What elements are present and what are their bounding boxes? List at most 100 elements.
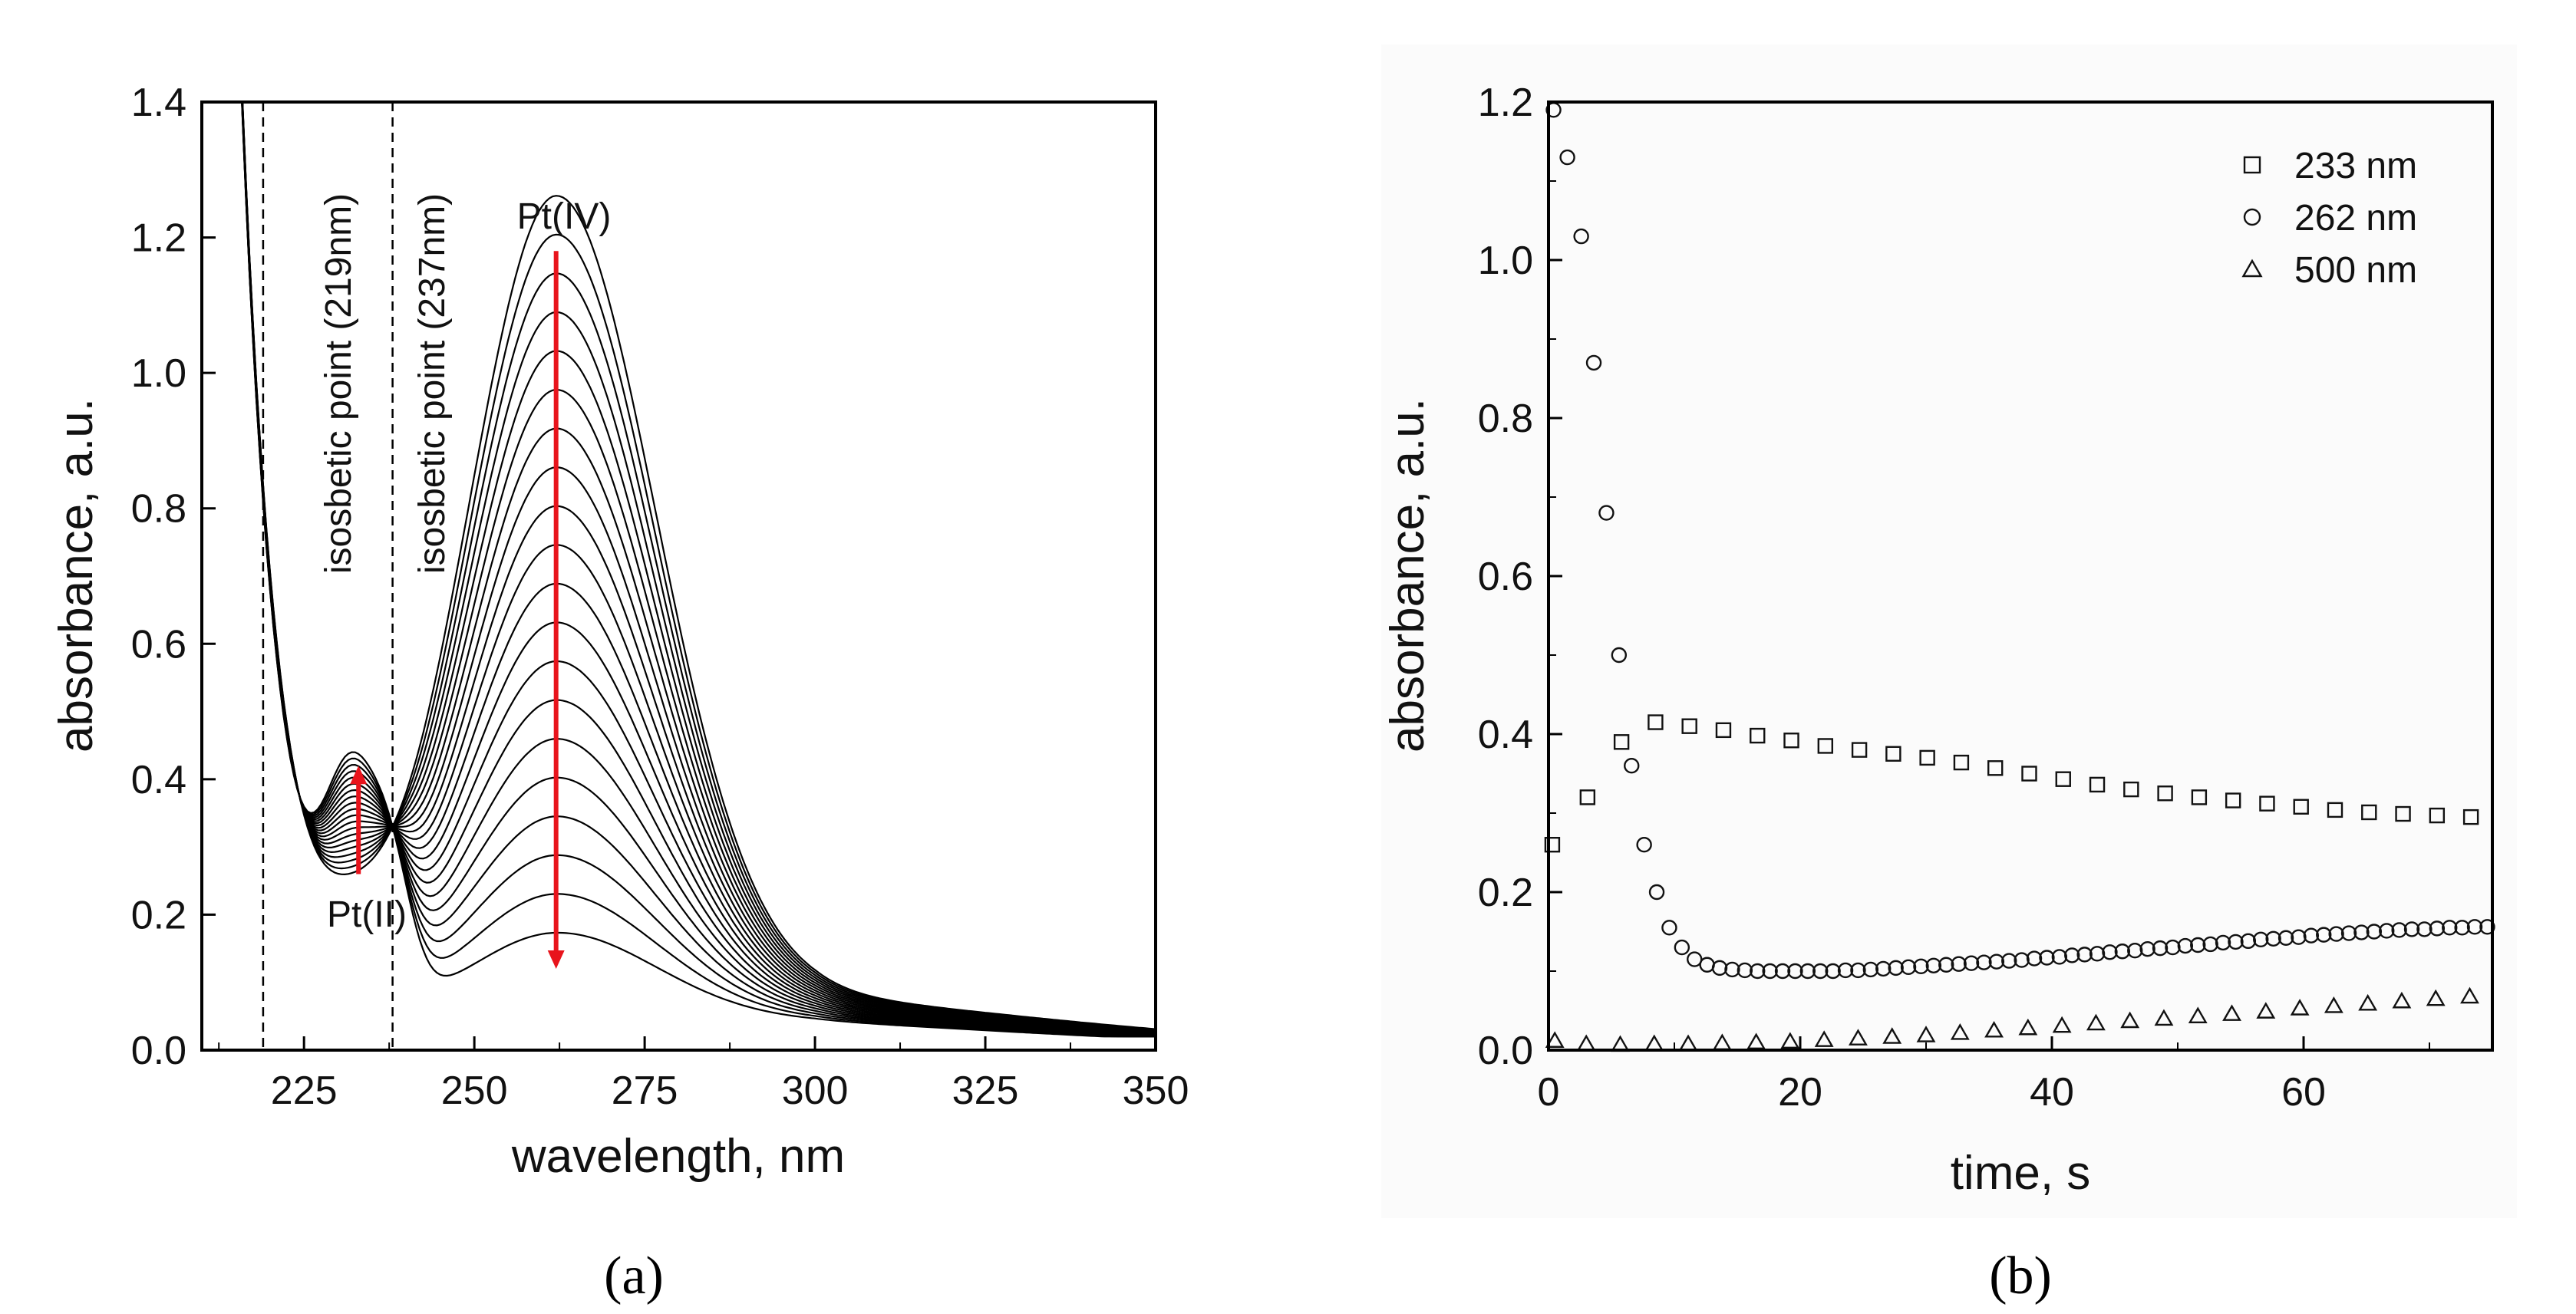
- spectrum-line: [241, 102, 1156, 1031]
- data-point-circle: [1825, 963, 1841, 980]
- x-tick-label-a: 300: [782, 1069, 849, 1113]
- spectrum-line: [241, 102, 1156, 1035]
- data-point-circle: [2454, 920, 2470, 936]
- data-point-square: [2021, 766, 2037, 782]
- data-point-square: [1579, 789, 1596, 805]
- data-point-circle: [2228, 934, 2244, 950]
- legend-label: 233 nm: [2294, 146, 2417, 186]
- data-point-circle: [2202, 936, 2218, 953]
- x-axis-title-a: wavelength, nm: [511, 1130, 845, 1183]
- data-point-circle: [2316, 927, 2332, 943]
- plot-b-background: [1381, 44, 2517, 1218]
- data-point-circle: [2479, 919, 2495, 935]
- data-point-triangle: [1545, 1031, 1565, 1048]
- legend-marker-square: [2243, 156, 2261, 174]
- data-point-circle: [2379, 923, 2395, 939]
- spectrum-line: [241, 102, 1156, 1034]
- spectrum-line: [241, 102, 1156, 1032]
- series-500-nm: [1545, 986, 2479, 1052]
- data-point-circle: [2190, 937, 2206, 953]
- data-point-circle: [1724, 961, 1740, 978]
- data-point-circle: [1774, 963, 1791, 980]
- data-point-circle: [1850, 962, 1866, 979]
- data-point-triangle: [2256, 1002, 2276, 1019]
- data-point-circle: [1888, 960, 1904, 976]
- data-point-circle: [2366, 924, 2383, 940]
- data-point-circle: [2291, 929, 2307, 945]
- data-point-triangle: [2188, 1006, 2208, 1024]
- y-tick-label-b: 0.2: [1478, 871, 1533, 915]
- data-point-triangle: [2460, 986, 2479, 1004]
- data-point-square: [1648, 714, 1664, 730]
- data-point-triangle: [2222, 1004, 2241, 1021]
- data-point-circle: [2403, 921, 2420, 937]
- y-axis-title-b: absorbance, a.u.: [1381, 398, 1434, 753]
- data-point-triangle: [2392, 991, 2412, 1009]
- data-point-square: [1783, 733, 1799, 749]
- data-point-circle: [1913, 958, 1929, 975]
- axis-ticks-b: 0 20 40 60 0.0 0.2 0.4 0.6 0.8 1.0 1.2: [1478, 81, 2430, 1115]
- x-axis-title-b: time, s: [1951, 1147, 2091, 1200]
- data-point-triangle: [2120, 1011, 2140, 1029]
- data-point-triangle: [2358, 993, 2378, 1011]
- arrows-group: [350, 251, 565, 970]
- legend-marker-circle: [2243, 208, 2261, 226]
- data-point-circle: [2340, 925, 2357, 941]
- y-tick-label-b: 0.6: [1478, 555, 1533, 599]
- data-point-triangle: [1780, 1032, 1800, 1049]
- legend-label: 262 nm: [2294, 198, 2417, 239]
- spectrum-line: [241, 102, 1156, 1038]
- data-point-square: [2327, 802, 2343, 818]
- data-point-square: [1987, 760, 2004, 776]
- spectrum-line: [241, 102, 1156, 1036]
- data-point-square: [2361, 804, 2377, 821]
- data-point-circle: [2026, 950, 2043, 967]
- data-point-circle: [1711, 960, 1728, 976]
- spectrum-line: [241, 102, 1156, 1037]
- data-point-circle: [2152, 940, 2169, 957]
- data-point-circle: [1598, 505, 1615, 521]
- data-point-square: [1953, 754, 1970, 771]
- data-point-square: [1885, 746, 1901, 762]
- annotation-isosbestic-237: isosbetic point (237nm): [412, 193, 453, 574]
- data-point-circle: [2416, 921, 2433, 937]
- data-point-square: [1681, 718, 1697, 734]
- y-tick-label-a: 0.0: [131, 1029, 186, 1073]
- data-point-square: [2395, 805, 2411, 822]
- data-point-circle: [1837, 962, 1854, 979]
- data-point-circle: [1799, 963, 1816, 980]
- legend: 233 nm 262 nm 500 nm: [2241, 146, 2417, 291]
- spectrum-line: [241, 102, 1156, 1038]
- data-point-triangle: [1950, 1023, 1970, 1040]
- data-point-circle: [2303, 927, 2320, 944]
- data-point-circle: [2139, 940, 2155, 957]
- isosbestic-lines: [262, 102, 394, 1050]
- data-point-triangle: [2086, 1013, 2106, 1031]
- x-tick-label-a: 250: [441, 1069, 508, 1113]
- data-point-circle: [1737, 962, 1753, 979]
- data-point-circle: [2429, 920, 2446, 937]
- data-point-triangle: [2154, 1009, 2174, 1026]
- y-tick-label-b: 1.2: [1478, 81, 1533, 125]
- data-point-circle: [1862, 961, 1879, 978]
- y-tick-label-b: 1.0: [1478, 239, 1533, 283]
- y-tick-label-a: 0.6: [131, 622, 186, 667]
- data-point-circle: [1925, 957, 1942, 973]
- data-point-circle: [2001, 953, 2017, 969]
- x-tick-label-b: 20: [1778, 1070, 1822, 1115]
- data-point-square: [2293, 799, 2309, 815]
- data-point-triangle: [2290, 999, 2310, 1016]
- data-point-circle: [1573, 228, 1589, 245]
- data-point-square: [1613, 734, 1630, 750]
- data-point-circle: [2051, 949, 2068, 965]
- legend-marker-triangle: [2241, 259, 2263, 278]
- data-point-circle: [1963, 955, 1980, 971]
- data-point-circle: [2014, 952, 2030, 968]
- data-point-circle: [2114, 944, 2131, 960]
- y-tick-label-a: 0.2: [131, 893, 186, 937]
- spectrum-line: [241, 102, 1156, 1032]
- data-point-circle: [2240, 933, 2257, 950]
- data-point-circle: [2353, 924, 2370, 940]
- x-tick-label-a: 225: [271, 1069, 338, 1113]
- data-point-square: [1750, 727, 1766, 744]
